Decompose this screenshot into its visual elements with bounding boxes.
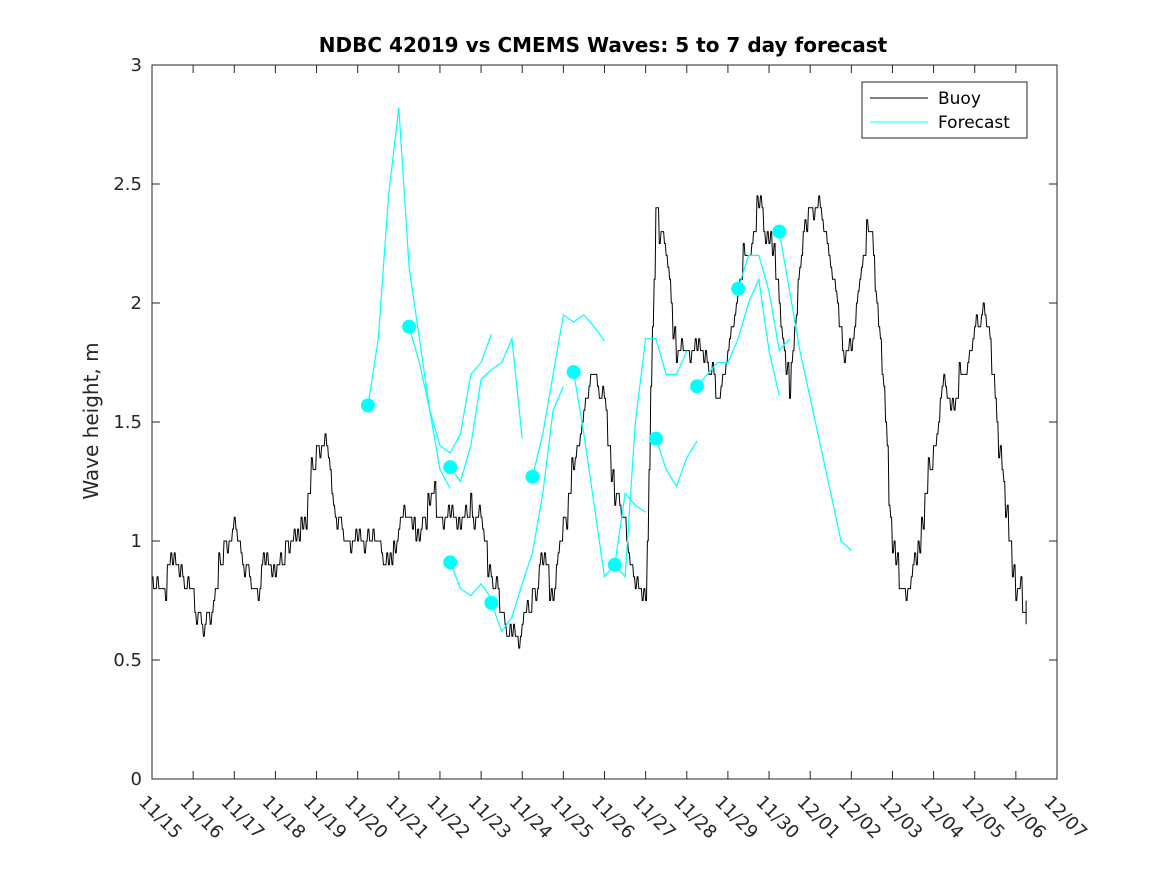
forecast-line (573, 371, 646, 579)
forecast-start-point (443, 555, 458, 570)
buoy-line (152, 195, 1027, 649)
x-tick-label: 11/26 (587, 792, 639, 844)
forecast-start-point (525, 469, 540, 484)
x-tick-label: 11/17 (217, 792, 269, 844)
forecast-start-point (607, 557, 622, 572)
forecast-start-point (772, 224, 787, 239)
y-axis-label: Wave height, m (79, 342, 103, 499)
legend: Buoy Forecast (861, 81, 1028, 139)
forecast-line (408, 326, 492, 454)
x-tick-label: 11/23 (464, 792, 516, 844)
x-tick-label: 11/20 (340, 792, 392, 844)
x-tick-label: 12/02 (834, 792, 886, 844)
x-tick-label: 11/24 (505, 792, 557, 844)
y-tick-label: 0.5 (113, 650, 142, 671)
x-tick-label: 11/19 (299, 792, 351, 844)
x-tick-label: 11/29 (710, 792, 762, 844)
x-tick-label: 11/27 (628, 792, 680, 844)
x-tick-label: 12/07 (1039, 792, 1091, 844)
forecast-line (655, 438, 698, 488)
x-tick-label: 11/25 (546, 792, 598, 844)
x-tick-label: 11/16 (176, 792, 228, 844)
forecast-start-point (566, 365, 581, 380)
x-tick-label: 12/05 (957, 792, 1009, 844)
x-tick-label: 11/22 (422, 792, 474, 844)
plot-series (152, 107, 1027, 649)
y-tick-label: 0 (131, 769, 142, 790)
x-tick-label: 11/28 (669, 792, 721, 844)
x-tick-label: 12/03 (875, 792, 927, 844)
x-tick-label: 12/04 (916, 792, 968, 844)
x-axis-ticks: 11/1511/1611/1711/1811/1911/2011/2111/22… (134, 65, 1091, 843)
y-tick-label: 2.5 (113, 174, 142, 195)
plot-frame (151, 64, 1058, 780)
forecast-line (449, 562, 492, 599)
forecast-start-point (690, 379, 705, 394)
x-tick-label: 11/30 (752, 792, 804, 844)
forecast-start-point (731, 281, 746, 296)
y-tick-label: 1 (131, 531, 142, 552)
x-tick-label: 11/15 (134, 792, 186, 844)
x-tick-label: 11/21 (381, 792, 433, 844)
forecast-line (778, 231, 852, 551)
legend-box (861, 81, 1028, 139)
chart-title: NDBC 42019 vs CMEMS Waves: 5 to 7 day fo… (319, 33, 888, 57)
x-tick-label: 11/18 (258, 792, 310, 844)
forecast-start-point (648, 431, 663, 446)
forecast-line (490, 386, 564, 633)
forecast-start-point (360, 398, 375, 413)
forecast-line (737, 254, 791, 352)
forecast-line (696, 277, 780, 396)
legend-buoy-label: Buoy (938, 89, 981, 109)
forecast-line (449, 336, 523, 483)
y-axis-ticks: 0 0.5 1 1.5 2 2.5 3 (113, 55, 1057, 790)
x-tick-label: 12/06 (998, 792, 1050, 844)
forecast-start-point (443, 460, 458, 475)
forecast-line (614, 338, 688, 579)
forecast-line (367, 107, 451, 489)
forecast-start-point (402, 319, 417, 334)
forecast-start-point (484, 595, 499, 610)
y-tick-label: 2 (131, 293, 142, 314)
x-tick-label: 12/01 (793, 792, 845, 844)
y-tick-label: 1.5 (113, 412, 142, 433)
forecast-line (531, 313, 605, 477)
legend-forecast-label: Forecast (938, 113, 1010, 133)
y-tick-label: 3 (131, 55, 142, 76)
